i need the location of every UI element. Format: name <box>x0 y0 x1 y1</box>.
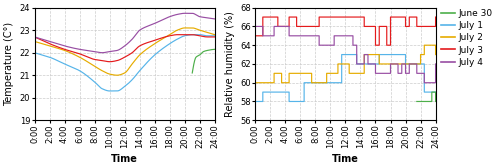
Y-axis label: Relative humidity (%): Relative humidity (%) <box>225 11 235 117</box>
X-axis label: Time: Time <box>111 154 138 164</box>
Y-axis label: Temperature (C°): Temperature (C°) <box>4 22 14 106</box>
Legend: June 30, July 1, July 2, July 3, July 4: June 30, July 1, July 2, July 3, July 4 <box>438 5 496 70</box>
X-axis label: Time: Time <box>332 154 359 164</box>
